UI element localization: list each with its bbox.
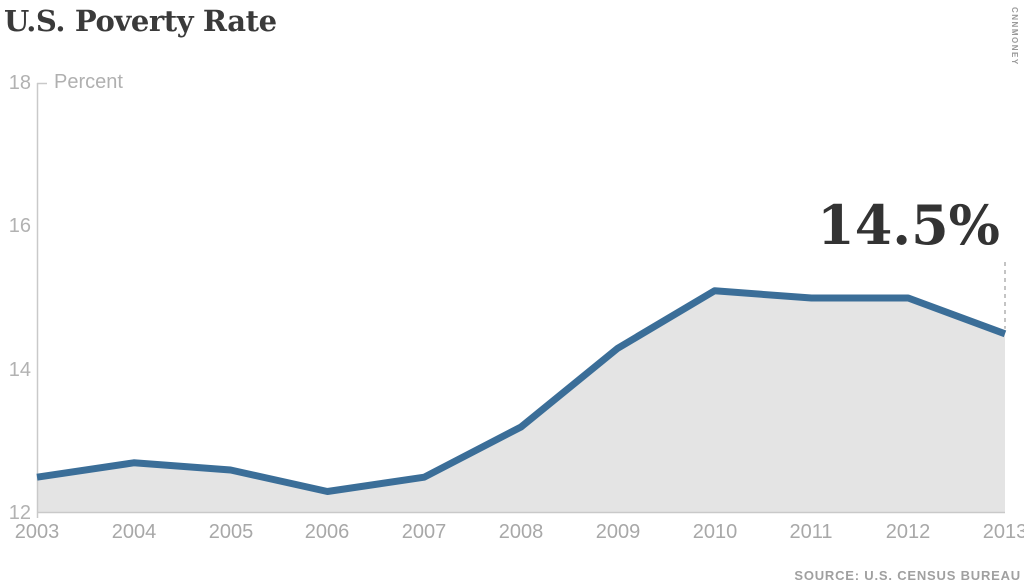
x-tick-label: 2009 xyxy=(595,521,641,543)
x-tick-label: 2003 xyxy=(14,521,60,543)
trend-line xyxy=(36,287,1007,495)
chart-title: U.S. Poverty Rate xyxy=(4,4,277,38)
y-tick-label: 14 xyxy=(8,359,31,381)
x-tick-label: 2008 xyxy=(498,521,544,543)
area-fill xyxy=(37,290,1005,513)
y-tick-label: 16 xyxy=(8,215,31,237)
x-tick-label: 2010 xyxy=(692,521,738,543)
x-tick-label: 2004 xyxy=(111,521,157,543)
x-tick-label: 2013 xyxy=(982,521,1024,543)
x-tick-label: 2006 xyxy=(304,521,350,543)
y-axis-unit-label: Percent xyxy=(54,71,123,93)
y-tick-label: 18 xyxy=(8,72,31,94)
x-tick-label: 2012 xyxy=(885,521,931,543)
y-tick-label: 12 xyxy=(8,502,31,524)
value-annotation: 14.5% xyxy=(817,193,1000,257)
brand-watermark: CNNMONEY xyxy=(1010,7,1019,66)
x-tick-label: 2005 xyxy=(208,521,254,543)
x-tick-label: 2007 xyxy=(401,521,447,543)
x-tick-label: 2011 xyxy=(789,521,833,543)
